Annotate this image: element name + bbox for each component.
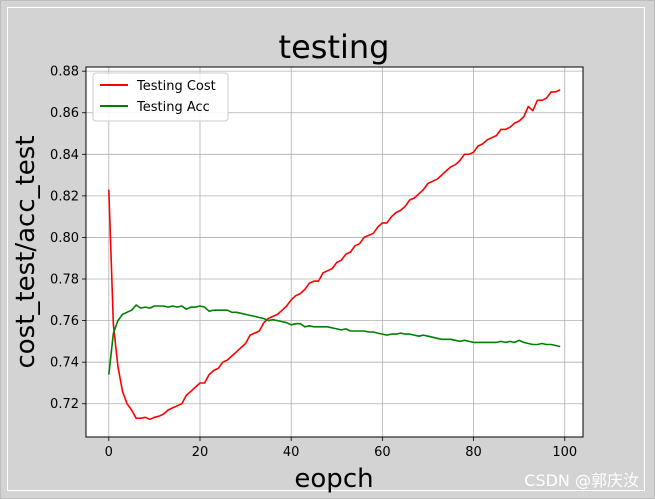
plot-border	[85, 66, 584, 438]
y-tick-label: 0.78	[50, 273, 79, 288]
legend-label-testing-acc: Testing Acc	[136, 100, 210, 115]
y-tick-label: 0.88	[50, 65, 79, 80]
y-tick-label: 0.80	[50, 231, 79, 246]
y-tick-label: 0.72	[50, 397, 79, 412]
legend-label-testing-cost: Testing Cost	[136, 79, 216, 94]
series-line-testing-cost	[108, 89, 561, 421]
y-tick-label: 0.86	[50, 106, 79, 121]
watermark: CSDN @郭庆汝	[524, 471, 639, 490]
x-axis-label: eopch	[294, 464, 373, 494]
axis-ticks: 0 20 40 60 80 100 0.72 0.74 0.76 0.78 0.80 0.82 0.84…	[50, 65, 577, 460]
x-tick-label: 80	[465, 445, 482, 460]
y-tick-label: 0.84	[50, 148, 79, 163]
x-tick-label: 40	[283, 445, 300, 460]
y-tick-label: 0.74	[50, 356, 79, 371]
series-lines	[108, 89, 561, 421]
legend: Testing Cost Testing Acc	[92, 72, 229, 122]
y-tick-label: 0.76	[50, 314, 79, 329]
x-tick-label: 100	[552, 445, 577, 460]
plot-area	[86, 67, 583, 437]
series-line-testing-acc	[108, 304, 561, 375]
chart-title: testing	[279, 28, 390, 66]
y-axis-label: cost_test/acc_test	[11, 135, 41, 368]
x-tick-label: 60	[374, 445, 391, 460]
y-tick-label: 0.82	[50, 189, 79, 204]
x-tick-label: 20	[192, 445, 209, 460]
x-tick-label: 0	[105, 445, 113, 460]
